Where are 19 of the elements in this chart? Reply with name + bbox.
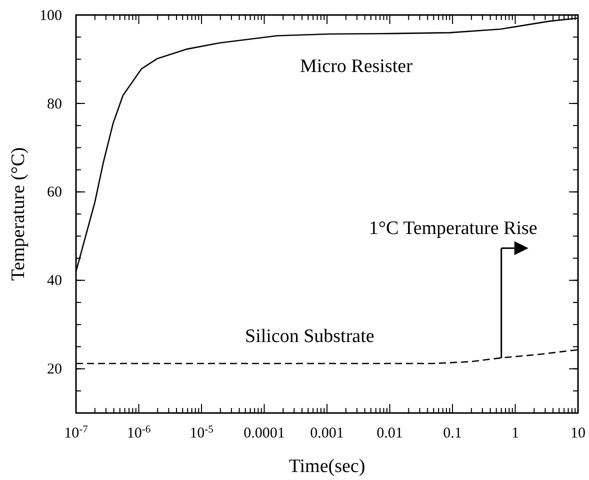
x-tick-label: 10: [570, 426, 586, 442]
x-tick-label: 10$^{-5}$: [190, 424, 214, 442]
series-label: Micro Resister: [300, 56, 414, 77]
y-tick-label: 20: [47, 362, 62, 378]
x-tick-label: 10$^{-7}$: [64, 424, 88, 442]
x-tick-label: 0.001: [310, 426, 344, 442]
x-tick-label: 10$^{-6}$: [126, 424, 151, 442]
y-tick-label: 40: [47, 273, 62, 290]
x-tick-label: 1: [512, 426, 519, 442]
x-tick-label: 0.0001: [244, 426, 285, 442]
series-label: Silicon Substrate: [245, 326, 374, 347]
y-tick-label: 60: [47, 184, 62, 201]
y-tick-label: 80: [47, 96, 62, 112]
x-tick-label: 0.1: [443, 426, 462, 442]
y-tick-label: 100: [40, 8, 62, 24]
x-axis-title: Time(sec): [288, 456, 366, 477]
y-axis-title: Temperature (°C): [8, 147, 29, 281]
x-tick-label: 0.01: [376, 426, 403, 442]
annotation: 1°C Temperature Rise: [368, 218, 538, 240]
